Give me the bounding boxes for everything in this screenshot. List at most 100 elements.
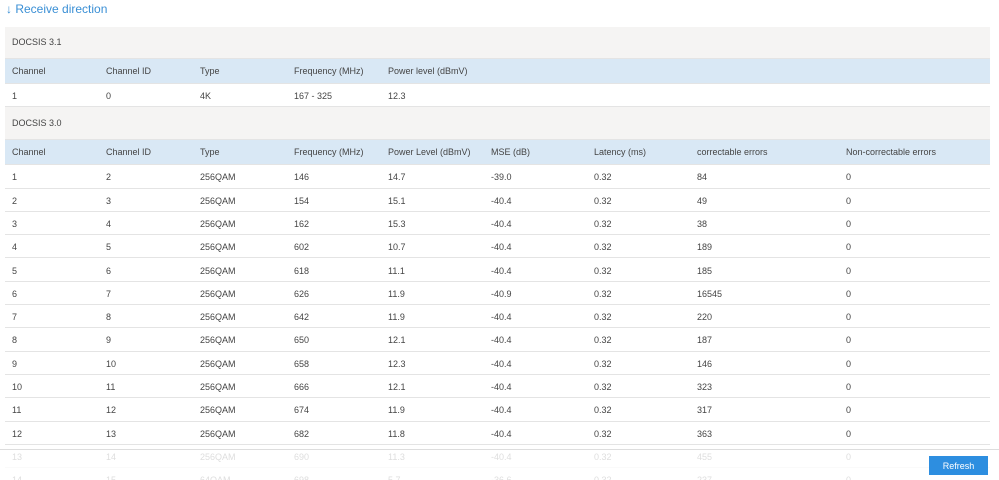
table-row: 11 12 256QAM 674 11.9 -40.4 0.32 317 0 [5, 398, 990, 422]
table-cell: -40.4 [491, 358, 512, 369]
table-cell: 256QAM [200, 265, 236, 276]
table-cell: 0.32 [594, 242, 612, 253]
table-cell: 0 [846, 218, 852, 229]
column-header: Power Level (dBmV) [388, 147, 471, 158]
column-header: Frequency (MHz) [294, 66, 364, 76]
refresh-button[interactable]: Refresh [929, 456, 988, 475]
table-cell: 9 [12, 358, 18, 369]
table-cell: 0.32 [594, 265, 612, 276]
table-cell: 187 [697, 335, 713, 346]
table-cell: 12.1 [388, 335, 406, 346]
table-cell: 650 [294, 335, 310, 346]
table-cell: 256QAM [200, 312, 236, 323]
table-cell: 8 [12, 335, 18, 346]
header-row: Channel Channel ID Type Frequency (MHz) Powe… [5, 59, 990, 84]
table-cell: 256QAM [200, 288, 236, 299]
table-cell: 16545 [697, 288, 723, 299]
table-cell: 2 [106, 172, 112, 183]
table-cell: 0 [106, 91, 112, 101]
column-header: Channel ID [106, 147, 152, 158]
table-cell: 7 [12, 312, 18, 323]
table-row: 2 3 256QAM 154 15.1 -40.4 0.32 49 0 [5, 189, 990, 212]
column-header: Frequency (MHz) [294, 147, 364, 158]
section-title-row: DOCSIS 3.1 [5, 27, 990, 59]
table-cell: 674 [294, 405, 310, 416]
table-cell: 618 [294, 265, 310, 276]
table-cell: 0 [846, 172, 852, 183]
section-title: DOCSIS 3.1 [12, 37, 62, 47]
table-cell: 0.32 [594, 428, 612, 439]
table-cell: 12.3 [388, 91, 406, 101]
table-cell: 6 [12, 288, 18, 299]
table-cell: 9 [106, 335, 112, 346]
table-cell: 256QAM [200, 218, 236, 229]
table-cell: 13 [106, 428, 117, 439]
table-cell: 49 [697, 195, 708, 206]
table-row: 8 9 256QAM 650 12.1 -40.4 0.32 187 0 [5, 328, 990, 352]
table-cell: 0 [846, 195, 852, 206]
column-header: Type [200, 147, 220, 158]
column-header: Channel ID [106, 66, 152, 76]
table-cell: 10 [12, 382, 23, 392]
table-cell: 317 [697, 405, 713, 416]
table-row: 10 11 256QAM 666 12.1 -40.4 0.32 323 0 [5, 375, 990, 399]
table-cell: 12 [106, 405, 117, 416]
table-cell: 1 [12, 91, 18, 101]
table-cell: 4 [12, 242, 18, 253]
table-cell: 220 [697, 312, 713, 323]
table-cell: 11.9 [388, 312, 405, 323]
table-cell: 0 [846, 358, 852, 369]
table-row: 4 5 256QAM 602 10.7 -40.4 0.32 189 0 [5, 235, 990, 259]
table-cell: 0 [846, 312, 852, 323]
table-cell: 626 [294, 288, 310, 299]
table-cell: -40.4 [491, 195, 512, 206]
column-header: Power level (dBmV) [388, 66, 468, 76]
table-cell: 682 [294, 428, 310, 439]
table-cell: 256QAM [200, 358, 236, 369]
table-cell: 3 [12, 218, 18, 229]
section-title: DOCSIS 3.0 [12, 117, 62, 128]
table-row: 5 6 256QAM 618 11.1 -40.4 0.32 185 0 [5, 259, 990, 282]
table-cell: 658 [294, 358, 310, 369]
table-cell: 15.1 [388, 195, 406, 206]
table-cell: 12 [12, 428, 23, 439]
column-header: correctable errors [697, 147, 768, 158]
header-row: Channel Channel ID Type Frequency (MHz) Powe… [5, 140, 990, 166]
table-cell: 7 [106, 288, 112, 299]
table-cell: 167 - 325 [294, 91, 333, 101]
table-cell: 256QAM [200, 172, 236, 183]
table-cell: 5 [106, 242, 112, 253]
table-cell: -40.4 [491, 335, 512, 346]
table-cell: 0.32 [594, 335, 612, 346]
table-cell: 323 [697, 382, 713, 392]
table-cell: 11.1 [388, 265, 405, 276]
column-header: Channel [12, 66, 46, 76]
table-cell: 0.32 [594, 195, 612, 206]
table-cell: 11.8 [388, 428, 405, 439]
table-cell: 256QAM [200, 428, 236, 439]
table-cell: 5 [12, 265, 18, 276]
table-cell: -40.4 [491, 312, 512, 323]
table-cell: -40.4 [491, 405, 512, 416]
section-title-row: DOCSIS 3.0 [5, 107, 990, 141]
table-cell: 256QAM [200, 405, 236, 416]
table-cell: 10.7 [388, 242, 406, 253]
table-cell: 11 [12, 405, 22, 416]
table-cell: 10 [106, 358, 117, 369]
table-cell: 0.32 [594, 358, 612, 369]
table-cell: 0.32 [594, 288, 612, 299]
table-cell: 602 [294, 242, 310, 253]
table-cell: -40.9 [491, 288, 512, 299]
table-cell: 12.1 [388, 382, 406, 392]
table-cell: 0 [846, 242, 852, 253]
table-cell: 38 [697, 218, 708, 229]
table-cell: 189 [697, 242, 713, 253]
table-row: 12 13 256QAM 682 11.8 -40.4 0.32 363 0 [5, 422, 990, 445]
table-row: 9 10 256QAM 658 12.3 -40.4 0.32 146 0 [5, 352, 990, 375]
table-cell: 0.32 [594, 172, 612, 183]
table-cell: 2 [12, 195, 18, 206]
table-row: 6 7 256QAM 626 11.9 -40.9 0.32 16545 0 [5, 282, 990, 306]
table-cell: 0 [846, 265, 852, 276]
table-cell: 256QAM [200, 242, 236, 253]
table-cell: 642 [294, 312, 310, 323]
